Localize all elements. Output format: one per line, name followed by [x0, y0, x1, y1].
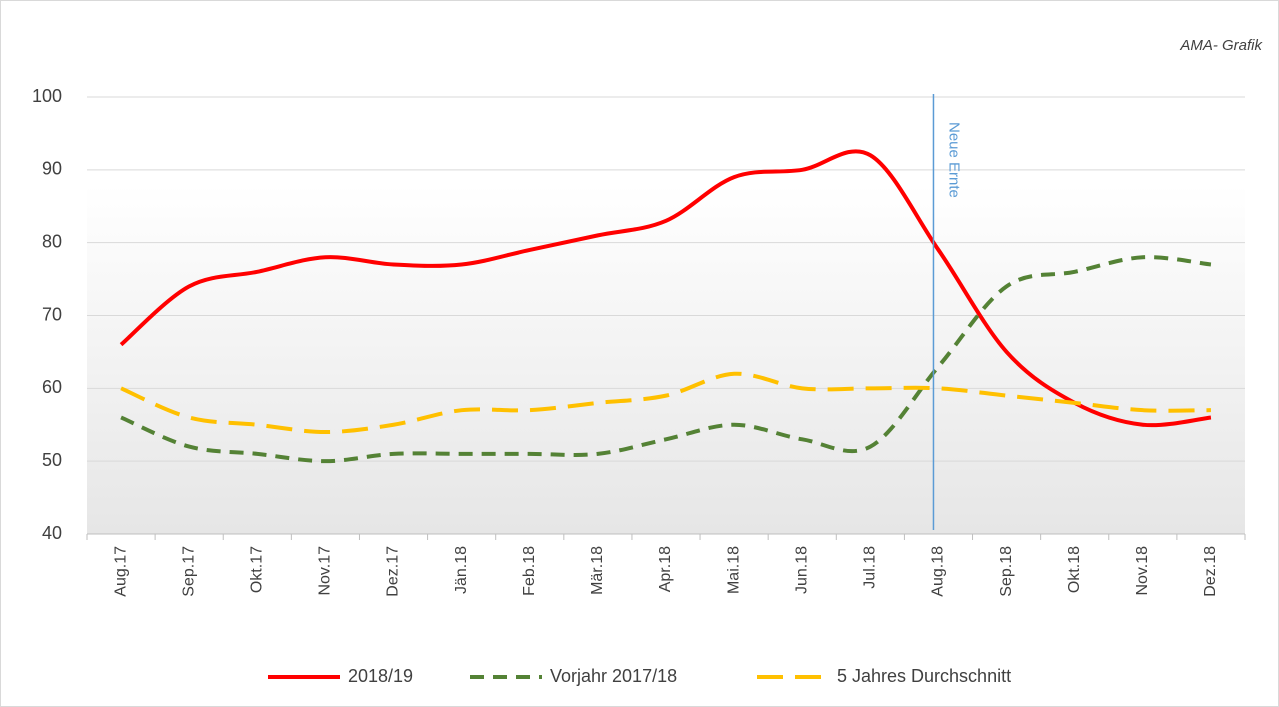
legend-label: Vorjahr 2017/18 [550, 666, 677, 686]
x-tick-label: Dez.18 [1202, 546, 1219, 597]
source: AMA- Grafik [1179, 37, 1263, 54]
x-tick-label: Sep.18 [998, 546, 1015, 597]
y-tick-label: 70 [42, 304, 62, 324]
y-tick-label: 80 [42, 231, 62, 251]
x-tick-label: Nov.18 [1134, 546, 1151, 596]
x-tick-label: Okt.17 [249, 546, 266, 593]
series-line [120, 371, 1211, 435]
x-tick-label: Dez.17 [385, 546, 402, 597]
legend-label: 2018/19 [348, 666, 413, 686]
x-tick-label: Mär.18 [589, 546, 606, 595]
y-tick-label: 60 [42, 377, 62, 397]
x-tick-label: Aug.17 [112, 546, 129, 597]
x-tick-label: Mai.18 [725, 546, 742, 594]
x-tick-label: Jän.18 [453, 546, 470, 594]
y-tick-label: 100 [32, 86, 62, 106]
x-tick-label: Feb.18 [521, 546, 538, 596]
x-tick-label: Jun.18 [793, 546, 810, 594]
x-tick-label: Jul.18 [862, 546, 879, 589]
series-line [119, 149, 1212, 428]
x-tick-label: Okt.18 [1066, 546, 1083, 593]
series-line [120, 255, 1212, 464]
x-tick-label: Aug.18 [930, 546, 947, 597]
x-tick-label: Nov.17 [317, 546, 334, 596]
x-tick-label: Apr.18 [657, 546, 674, 592]
y-tick-label: 90 [42, 159, 62, 179]
y-tick-label: 40 [42, 523, 62, 543]
x-tick-label: Sep.17 [180, 546, 197, 597]
y-tick-label: 50 [42, 450, 62, 470]
legend-label: 5 Jahres Durchschnitt [837, 666, 1011, 686]
annotation-label: Neue Ernte [946, 122, 963, 198]
